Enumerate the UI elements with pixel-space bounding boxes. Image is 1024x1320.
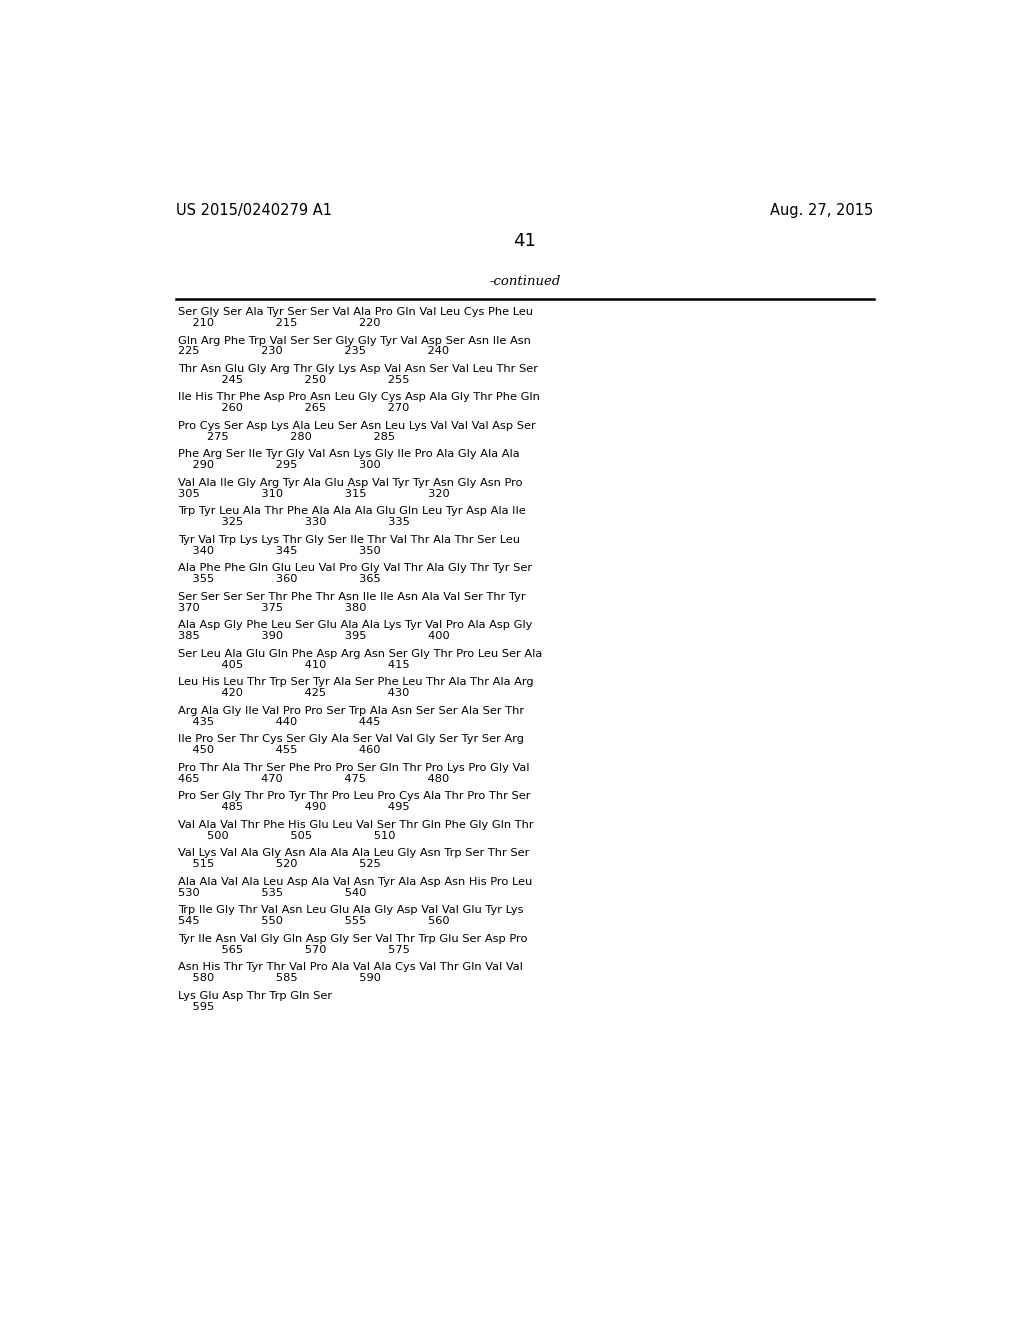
Text: Ile Pro Ser Thr Cys Ser Gly Ala Ser Val Val Gly Ser Tyr Ser Arg: Ile Pro Ser Thr Cys Ser Gly Ala Ser Val … xyxy=(178,734,524,744)
Text: 450                 455                 460: 450 455 460 xyxy=(178,744,381,755)
Text: 325                 330                 335: 325 330 335 xyxy=(178,517,411,527)
Text: 290                 295                 300: 290 295 300 xyxy=(178,461,381,470)
Text: Pro Thr Ala Thr Ser Phe Pro Pro Ser Gln Thr Pro Lys Pro Gly Val: Pro Thr Ala Thr Ser Phe Pro Pro Ser Gln … xyxy=(178,763,529,772)
Text: 530                 535                 540: 530 535 540 xyxy=(178,887,367,898)
Text: Val Ala Val Thr Phe His Glu Leu Val Ser Thr Gln Phe Gly Gln Thr: Val Ala Val Thr Phe His Glu Leu Val Ser … xyxy=(178,820,534,830)
Text: Tyr Val Trp Lys Lys Thr Gly Ser Ile Thr Val Thr Ala Thr Ser Leu: Tyr Val Trp Lys Lys Thr Gly Ser Ile Thr … xyxy=(178,535,520,545)
Text: 340                 345                 350: 340 345 350 xyxy=(178,545,381,556)
Text: 260                 265                 270: 260 265 270 xyxy=(178,404,410,413)
Text: 245                 250                 255: 245 250 255 xyxy=(178,375,410,384)
Text: 485                 490                 495: 485 490 495 xyxy=(178,803,410,812)
Text: 225                 230                 235                 240: 225 230 235 240 xyxy=(178,346,450,356)
Text: Asn His Thr Tyr Thr Val Pro Ala Val Ala Cys Val Thr Gln Val Val: Asn His Thr Tyr Thr Val Pro Ala Val Ala … xyxy=(178,962,523,973)
Text: Gln Arg Phe Trp Val Ser Ser Gly Gly Tyr Val Asp Ser Asn Ile Asn: Gln Arg Phe Trp Val Ser Ser Gly Gly Tyr … xyxy=(178,335,531,346)
Text: 420                 425                 430: 420 425 430 xyxy=(178,688,410,698)
Text: US 2015/0240279 A1: US 2015/0240279 A1 xyxy=(176,203,332,218)
Text: 370                 375                 380: 370 375 380 xyxy=(178,603,367,612)
Text: Arg Ala Gly Ile Val Pro Pro Ser Trp Ala Asn Ser Ser Ala Ser Thr: Arg Ala Gly Ile Val Pro Pro Ser Trp Ala … xyxy=(178,706,524,715)
Text: 385                 390                 395                 400: 385 390 395 400 xyxy=(178,631,451,642)
Text: 275                 280                 285: 275 280 285 xyxy=(178,432,395,442)
Text: Phe Arg Ser Ile Tyr Gly Val Asn Lys Gly Ile Pro Ala Gly Ala Ala: Phe Arg Ser Ile Tyr Gly Val Asn Lys Gly … xyxy=(178,449,520,459)
Text: Pro Cys Ser Asp Lys Ala Leu Ser Asn Leu Lys Val Val Val Asp Ser: Pro Cys Ser Asp Lys Ala Leu Ser Asn Leu … xyxy=(178,421,537,430)
Text: 405                 410                 415: 405 410 415 xyxy=(178,660,410,669)
Text: Ala Ala Val Ala Leu Asp Ala Val Asn Tyr Ala Asp Asn His Pro Leu: Ala Ala Val Ala Leu Asp Ala Val Asn Tyr … xyxy=(178,876,532,887)
Text: Thr Asn Glu Gly Arg Thr Gly Lys Asp Val Asn Ser Val Leu Thr Ser: Thr Asn Glu Gly Arg Thr Gly Lys Asp Val … xyxy=(178,364,539,374)
Text: 210                 215                 220: 210 215 220 xyxy=(178,318,381,327)
Text: 465                 470                 475                 480: 465 470 475 480 xyxy=(178,774,450,784)
Text: 435                 440                 445: 435 440 445 xyxy=(178,717,381,726)
Text: Val Ala Ile Gly Arg Tyr Ala Glu Asp Val Tyr Tyr Asn Gly Asn Pro: Val Ala Ile Gly Arg Tyr Ala Glu Asp Val … xyxy=(178,478,523,488)
Text: Ser Leu Ala Glu Gln Phe Asp Arg Asn Ser Gly Thr Pro Leu Ser Ala: Ser Leu Ala Glu Gln Phe Asp Arg Asn Ser … xyxy=(178,649,543,659)
Text: 545                 550                 555                 560: 545 550 555 560 xyxy=(178,916,450,927)
Text: Tyr Ile Asn Val Gly Gln Asp Gly Ser Val Thr Trp Glu Ser Asp Pro: Tyr Ile Asn Val Gly Gln Asp Gly Ser Val … xyxy=(178,933,528,944)
Text: Val Lys Val Ala Gly Asn Ala Ala Ala Leu Gly Asn Trp Ser Thr Ser: Val Lys Val Ala Gly Asn Ala Ala Ala Leu … xyxy=(178,849,529,858)
Text: 595: 595 xyxy=(178,1002,215,1011)
Text: 500                 505                 510: 500 505 510 xyxy=(178,830,396,841)
Text: Ile His Thr Phe Asp Pro Asn Leu Gly Cys Asp Ala Gly Thr Phe Gln: Ile His Thr Phe Asp Pro Asn Leu Gly Cys … xyxy=(178,392,541,403)
Text: Aug. 27, 2015: Aug. 27, 2015 xyxy=(770,203,873,218)
Text: 580                 585                 590: 580 585 590 xyxy=(178,973,381,983)
Text: Lys Glu Asp Thr Trp Gln Ser: Lys Glu Asp Thr Trp Gln Ser xyxy=(178,991,333,1001)
Text: 41: 41 xyxy=(513,231,537,249)
Text: Ala Asp Gly Phe Leu Ser Glu Ala Ala Lys Tyr Val Pro Ala Asp Gly: Ala Asp Gly Phe Leu Ser Glu Ala Ala Lys … xyxy=(178,620,532,631)
Text: 355                 360                 365: 355 360 365 xyxy=(178,574,381,585)
Text: Trp Tyr Leu Ala Thr Phe Ala Ala Ala Glu Gln Leu Tyr Asp Ala Ile: Trp Tyr Leu Ala Thr Phe Ala Ala Ala Glu … xyxy=(178,507,526,516)
Text: Ser Ser Ser Ser Thr Phe Thr Asn Ile Ile Asn Ala Val Ser Thr Tyr: Ser Ser Ser Ser Thr Phe Thr Asn Ile Ile … xyxy=(178,591,526,602)
Text: -continued: -continued xyxy=(489,276,560,289)
Text: 515                 520                 525: 515 520 525 xyxy=(178,859,381,869)
Text: Trp Ile Gly Thr Val Asn Leu Glu Ala Gly Asp Val Val Glu Tyr Lys: Trp Ile Gly Thr Val Asn Leu Glu Ala Gly … xyxy=(178,906,524,915)
Text: Ala Phe Phe Gln Glu Leu Val Pro Gly Val Thr Ala Gly Thr Tyr Ser: Ala Phe Phe Gln Glu Leu Val Pro Gly Val … xyxy=(178,564,532,573)
Text: 565                 570                 575: 565 570 575 xyxy=(178,945,411,954)
Text: Leu His Leu Thr Trp Ser Tyr Ala Ser Phe Leu Thr Ala Thr Ala Arg: Leu His Leu Thr Trp Ser Tyr Ala Ser Phe … xyxy=(178,677,534,688)
Text: 305                 310                 315                 320: 305 310 315 320 xyxy=(178,488,451,499)
Text: Ser Gly Ser Ala Tyr Ser Ser Val Ala Pro Gln Val Leu Cys Phe Leu: Ser Gly Ser Ala Tyr Ser Ser Val Ala Pro … xyxy=(178,308,534,317)
Text: Pro Ser Gly Thr Pro Tyr Thr Pro Leu Pro Cys Ala Thr Pro Thr Ser: Pro Ser Gly Thr Pro Tyr Thr Pro Leu Pro … xyxy=(178,792,530,801)
